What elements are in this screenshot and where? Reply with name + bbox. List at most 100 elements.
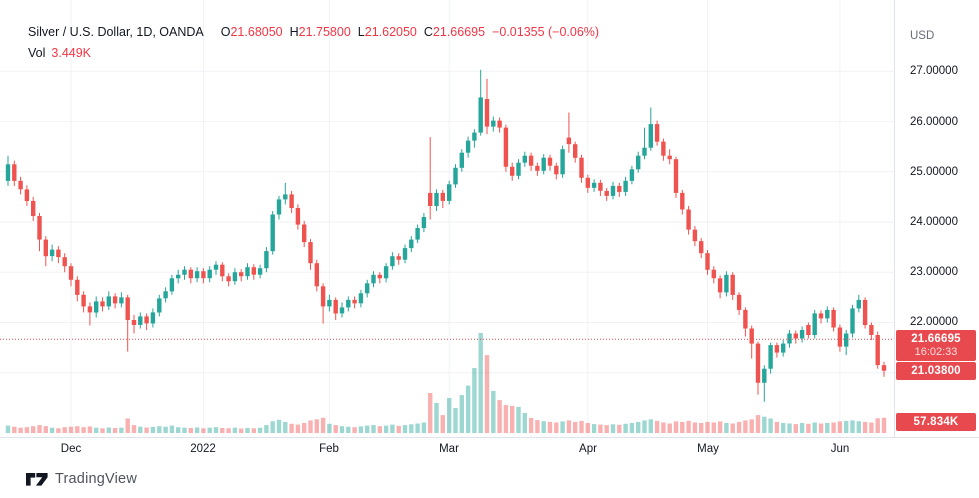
candle-body: [510, 166, 515, 176]
volume-bar: [837, 421, 843, 433]
candle-body: [661, 141, 666, 156]
volume-bar: [201, 428, 206, 433]
candle-body: [579, 157, 584, 178]
candle-body: [598, 182, 603, 191]
volume-bar: [339, 426, 345, 433]
candle-body: [339, 307, 345, 314]
volume-bar: [314, 419, 319, 433]
volume-bar: [213, 427, 219, 433]
price-axis-label: 27.00000: [910, 65, 958, 77]
volume-bar: [289, 423, 294, 433]
volume-bar: [157, 426, 162, 433]
volume-bar: [598, 424, 603, 433]
volume-bar: [862, 421, 868, 433]
volume-bar: [320, 417, 326, 433]
volume-bar: [850, 420, 855, 433]
candle-body: [415, 228, 420, 240]
candle-body: [213, 264, 219, 270]
volume-bar: [327, 423, 332, 433]
candle-body: [591, 182, 597, 188]
candle-body: [711, 269, 716, 279]
candle-body: [188, 269, 193, 279]
candle-body: [862, 299, 868, 325]
price-axis[interactable]: USD 27.00000 26.00000 25.00000 24.00000 23.0…: [895, 0, 979, 462]
volume-bar: [276, 419, 282, 433]
volume-bar: [75, 426, 80, 433]
volume-bar: [283, 421, 288, 433]
candle-body: [566, 137, 572, 145]
volume-bar: [799, 423, 805, 433]
volume-bar: [654, 420, 660, 433]
symbol-title[interactable]: Silver / U.S. Dollar, 1D, OANDA: [28, 25, 204, 39]
volume-bar: [554, 422, 559, 433]
candle-body: [604, 190, 609, 196]
candle-body: [522, 155, 527, 163]
price-axis-label: 22.00000: [910, 316, 958, 328]
volume-bar: [239, 428, 244, 433]
candle-body: [541, 157, 546, 171]
volume-bar: [705, 421, 710, 433]
volume-bar: [390, 424, 395, 433]
currency-label: USD: [910, 30, 935, 42]
volume-bar: [270, 421, 275, 433]
candle-body: [24, 189, 30, 201]
volume-bar: [440, 415, 445, 433]
candle-body: [283, 194, 288, 200]
candle-body: [781, 343, 786, 353]
candle-body: [680, 192, 685, 210]
volume-bar: [150, 426, 156, 433]
volume-bar: [257, 427, 263, 433]
candle-body: [642, 147, 647, 156]
volume-bar: [585, 423, 590, 433]
volume-bar: [188, 428, 193, 433]
candle-body: [194, 271, 200, 279]
volume-bar: [856, 421, 861, 433]
volume-bar: [535, 420, 540, 433]
volume-badge-value: 57.834K: [913, 416, 959, 428]
volume-bar: [497, 400, 502, 433]
volume-bar: [232, 427, 238, 433]
time-axis-label: 2022: [190, 443, 216, 455]
volume-bar: [825, 423, 830, 433]
volume-bar: [762, 416, 767, 433]
candle-body: [68, 266, 74, 280]
volume-bar: [295, 424, 301, 433]
candle-body: [176, 274, 181, 279]
price-axis-label: 25.00000: [910, 166, 958, 178]
candle-body: [762, 368, 767, 383]
volume-bar: [333, 425, 338, 433]
candle-body: [787, 333, 792, 344]
candle-body: [383, 266, 389, 279]
volume-bar: [541, 421, 546, 433]
candle-body: [62, 257, 67, 267]
volume-bar: [24, 427, 30, 433]
volume-bar: [484, 355, 490, 433]
chart-plot-area[interactable]: Silver / U.S. Dollar, 1D, OANDA O21.68050…: [0, 0, 895, 437]
candle-body: [749, 328, 754, 344]
candlestick-chart[interactable]: [0, 0, 894, 437]
volume-bar: [642, 420, 647, 433]
tradingview-logo[interactable]: TradingView: [26, 471, 137, 487]
tradingview-wordmark: TradingView: [55, 471, 137, 487]
volume-bar: [844, 420, 849, 433]
volume-bar: [94, 427, 99, 433]
volume-bar: [131, 425, 137, 433]
candle-body: [5, 164, 11, 181]
volume-bar: [43, 426, 48, 433]
close-price-value: 21.66695: [911, 333, 961, 345]
candle-body: [812, 313, 817, 335]
time-axis[interactable]: Dec 2022 Feb Mar Apr May Jun: [0, 437, 979, 463]
volume-bar: [106, 427, 111, 433]
candle-body: [43, 239, 48, 257]
volume-bar: [717, 421, 723, 433]
candle-body: [421, 217, 427, 229]
volume-bar: [667, 423, 672, 433]
candle-body: [302, 224, 307, 243]
candle-body: [289, 194, 294, 208]
volume-bar: [434, 403, 439, 433]
volume-bar: [566, 420, 572, 433]
candle-body: [402, 248, 408, 260]
close-label: C: [423, 25, 433, 39]
volume-bar: [699, 423, 704, 433]
high-label: H: [289, 25, 299, 39]
